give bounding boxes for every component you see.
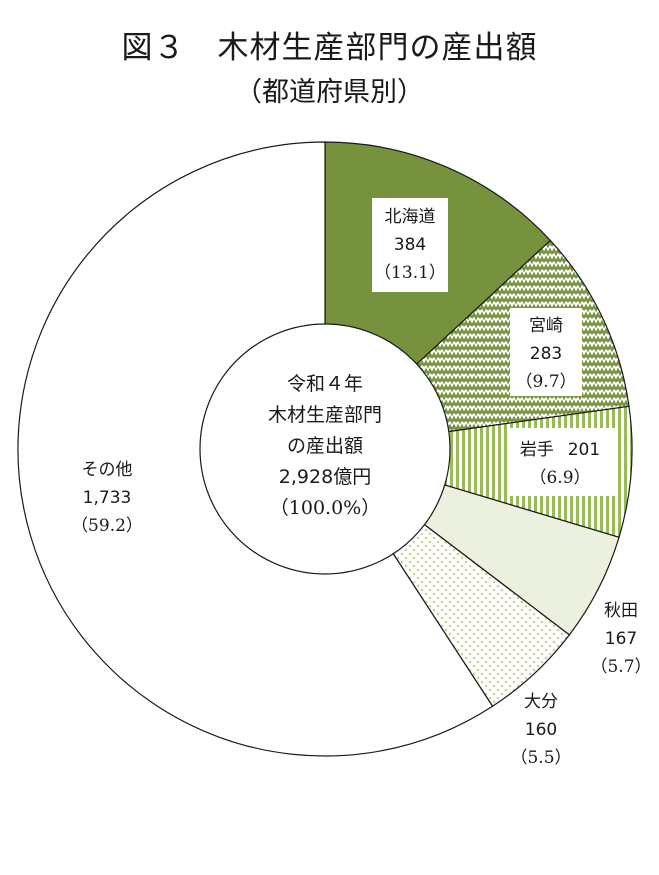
chart-title: 図３ 木材生産部門の産出額 (121, 30, 538, 66)
slice-label-0: 北海道 384 （13.1） (372, 198, 448, 292)
slice-value: 384 (394, 235, 426, 255)
slice-value: 283 (530, 344, 562, 364)
donut-hole (199, 323, 451, 575)
slice-label-3: 秋田 167 （5.7） (590, 601, 651, 677)
center-label-line-1: 木材生産部門 (268, 404, 382, 426)
slice-label-5: その他 1,733 （59.2） (71, 460, 143, 536)
slice-value: 160 (525, 720, 557, 740)
slice-label-1: 宮崎 283 （9.7） (510, 308, 582, 396)
slice-value: 167 (605, 629, 637, 649)
center-label-line-0: 令和４年 (287, 373, 363, 395)
slice-name: 宮崎 (529, 316, 563, 336)
label-box (510, 308, 582, 396)
slice-name: 北海道 (385, 207, 436, 227)
center-label-line-4: （100.0%） (270, 497, 380, 519)
slice-label-2: 岩手 201 （6.9） (509, 428, 617, 496)
slice-name: 秋田 (604, 601, 638, 621)
slice-name: 大分 (524, 692, 558, 712)
slice-percent: （59.2） (71, 516, 143, 536)
slice-percent: （9.7） (515, 372, 576, 392)
chart-subtitle: （都道府県別） (235, 77, 424, 108)
slice-value: 1,733 (83, 488, 132, 508)
center-label-line-3: 2,928億円 (279, 466, 371, 488)
label-box (372, 198, 448, 292)
center-label-line-2: の産出額 (287, 435, 363, 457)
slice-percent: （13.1） (374, 263, 446, 283)
label-box (509, 428, 617, 496)
slice-name-value: 岩手 201 (520, 440, 600, 460)
slice-percent: （5.5） (510, 748, 571, 768)
slice-percent: （6.9） (529, 468, 590, 488)
slice-name: その他 (82, 460, 133, 480)
slice-label-4: 大分 160 （5.5） (510, 692, 571, 768)
slice-percent: （5.7） (590, 657, 651, 677)
